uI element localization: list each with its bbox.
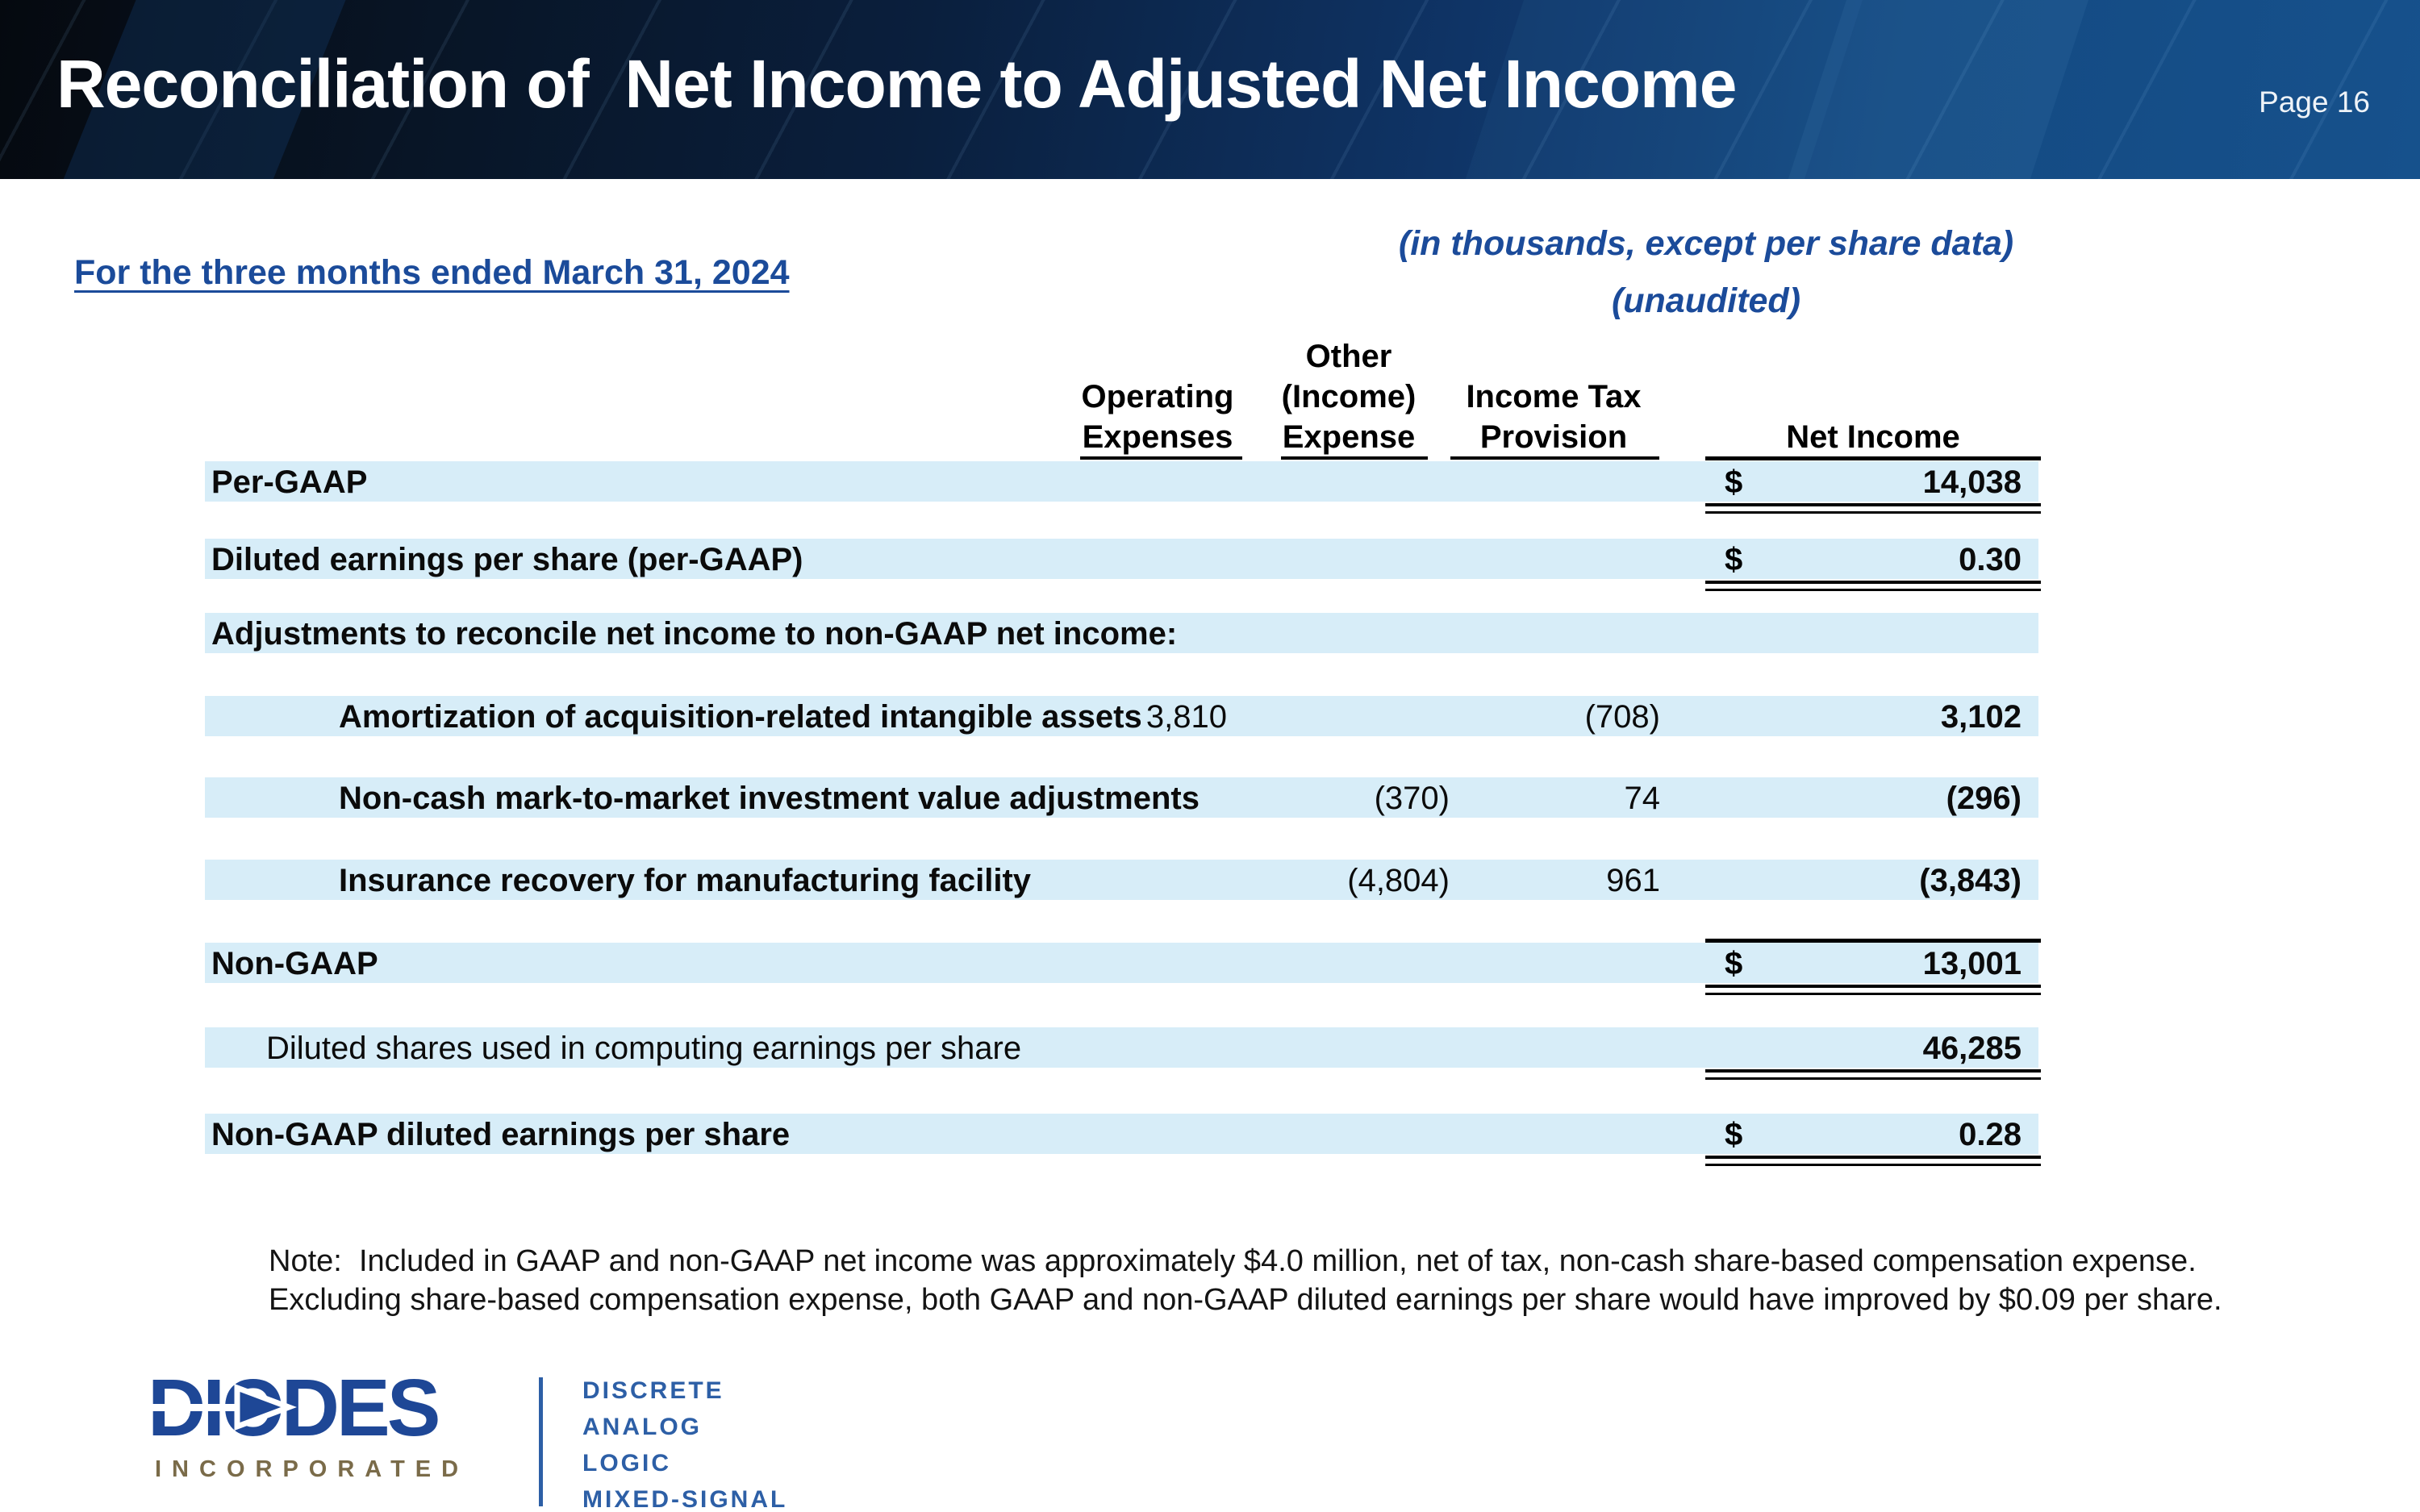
- header-texture: [0, 0, 2420, 179]
- operating-expenses-value: 3,810: [1145, 699, 1227, 735]
- tagline-logic: LOGIC: [582, 1450, 671, 1477]
- footnote-line1: Note: Included in GAAP and non-GAAP net …: [269, 1244, 2197, 1278]
- units-note: (in thousands, except per share data) (u…: [1363, 224, 2049, 321]
- currency-symbol: $: [1725, 946, 1743, 981]
- total-top-rule: [1705, 939, 2041, 943]
- period-heading: For the three months ended March 31, 202…: [74, 253, 790, 292]
- double-rule: [1705, 1069, 2041, 1080]
- footnote-line2: Excluding share-based compensation expen…: [269, 1283, 2222, 1317]
- underline-operating-col: [1080, 456, 1242, 460]
- row-label: Amortization of acquisition-related inta…: [339, 699, 1142, 735]
- diode-wire: [150, 1404, 240, 1411]
- net-income-value: 14,038: [1922, 464, 2022, 500]
- income-tax-provision-value: 961: [1606, 863, 1660, 898]
- logo-divider: [539, 1377, 543, 1506]
- income-tax-provision-value: (708): [1584, 699, 1660, 735]
- col-header-net-income: Net Income: [1786, 419, 1960, 455]
- tagline-mixed-signal: MIXED-SIGNAL: [582, 1486, 788, 1512]
- row-label: Non-cash mark-to-market investment value…: [339, 781, 1200, 816]
- logo-incorporated: INCORPORATED: [155, 1456, 469, 1482]
- page-number: Page 16: [2259, 85, 2370, 119]
- net-income-value: (3,843): [1919, 863, 2022, 898]
- tagline-analog: ANALOG: [582, 1414, 702, 1440]
- col-header-tax-line2: Provision: [1479, 419, 1628, 455]
- currency-symbol: $: [1725, 542, 1743, 577]
- header-banner: Reconciliation of Net Income to Adjusted…: [0, 0, 2420, 179]
- row-label: Non-GAAP: [211, 946, 378, 981]
- page-title: Reconciliation of Net Income to Adjusted…: [56, 46, 1737, 122]
- table-row-diluted-shares: Diluted shares used in computing earning…: [205, 1027, 2038, 1068]
- income-tax-provision-value: 74: [1624, 781, 1661, 816]
- double-rule: [1705, 503, 2041, 514]
- table-row-per-gaap: Per-GAAP $ 14,038: [205, 461, 2038, 502]
- net-income-value: 3,102: [1940, 699, 2022, 735]
- col-header-other-line3: Expense: [1282, 419, 1416, 455]
- row-label: Insurance recovery for manufacturing fac…: [339, 863, 1032, 898]
- diode-arrow-icon: [234, 1383, 297, 1431]
- table-row-insurance-recovery: Insurance recovery for manufacturing fac…: [205, 860, 2038, 900]
- underline-net-income-col: [1705, 456, 2041, 460]
- col-header-operating-line2: Expenses: [1082, 419, 1233, 455]
- row-label: Diluted earnings per share (per-GAAP): [211, 542, 803, 577]
- col-header-tax-line1: Income Tax: [1466, 379, 1642, 414]
- row-label: Per-GAAP: [211, 464, 368, 500]
- row-label: Non-GAAP diluted earnings per share: [211, 1117, 791, 1152]
- currency-symbol: $: [1725, 1117, 1743, 1152]
- net-income-value: 13,001: [1922, 946, 2022, 981]
- row-label: Adjustments to reconcile net income to n…: [211, 616, 1178, 652]
- col-header-other-line1: Other: [1305, 339, 1392, 374]
- table-row-non-gaap-eps: Non-GAAP diluted earnings per share $ 0.…: [205, 1114, 2038, 1154]
- table-row-non-gaap: Non-GAAP $ 13,001: [205, 943, 2038, 983]
- net-income-value: (296): [1946, 781, 2022, 816]
- table-row-mark-to-market: Non-cash mark-to-market investment value…: [205, 777, 2038, 818]
- table-row-diluted-eps-gaap: Diluted earnings per share (per-GAAP) $ …: [205, 539, 2038, 579]
- currency-symbol: $: [1725, 464, 1743, 500]
- double-rule: [1705, 1156, 2041, 1166]
- table-row-amortization: Amortization of acquisition-related inta…: [205, 696, 2038, 736]
- table-row-adjustments-header: Adjustments to reconcile net income to n…: [205, 613, 2038, 653]
- underline-other-col: [1281, 456, 1428, 460]
- footnote: Note: Included in GAAP and non-GAAP net …: [269, 1242, 2222, 1319]
- net-income-value: 46,285: [1922, 1031, 2022, 1066]
- col-header-other-line2: (Income): [1281, 379, 1417, 414]
- double-rule: [1705, 581, 2041, 591]
- other-income-expense-value: (370): [1374, 781, 1450, 816]
- tagline-discrete: DISCRETE: [582, 1377, 724, 1404]
- underline-tax-col: [1450, 456, 1659, 460]
- col-header-operating-line1: Operating: [1081, 379, 1234, 414]
- units-note-line1: (in thousands, except per share data): [1398, 224, 2014, 263]
- net-income-value: 0.30: [1959, 542, 2022, 577]
- double-rule: [1705, 985, 2041, 995]
- units-note-line2: (unaudited): [1611, 281, 1801, 320]
- other-income-expense-value: (4,804): [1347, 863, 1450, 898]
- diodes-logo: DIODES: [150, 1366, 441, 1453]
- row-label: Diluted shares used in computing earning…: [266, 1031, 1022, 1066]
- logo-tagline: DISCRETE ANALOG LOGIC MIXED-SIGNAL: [582, 1372, 787, 1512]
- net-income-value: 0.28: [1959, 1117, 2022, 1152]
